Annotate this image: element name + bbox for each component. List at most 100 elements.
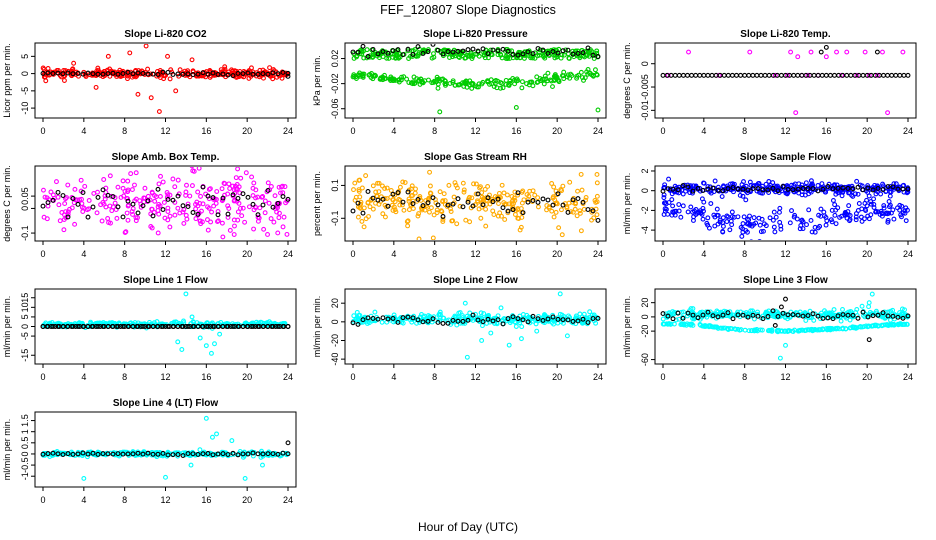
data-point	[90, 204, 96, 210]
data-point	[542, 312, 547, 318]
data-point	[665, 313, 671, 319]
data-point	[395, 190, 401, 196]
data-point	[380, 211, 386, 217]
data-point	[498, 305, 504, 311]
panel-title: Slope Li-820 Pressure	[423, 29, 528, 40]
data-point	[760, 316, 766, 322]
data-point	[251, 180, 257, 186]
data-point	[823, 215, 829, 220]
x-tick-label: 24	[283, 495, 293, 505]
data-point	[881, 72, 886, 78]
data-point	[575, 196, 581, 202]
data-point	[478, 310, 484, 316]
data-point	[778, 223, 784, 229]
data-point	[110, 70, 116, 76]
data-point	[155, 186, 161, 192]
data-point	[406, 207, 412, 213]
data-point	[777, 205, 783, 211]
data-point	[255, 194, 261, 200]
x-tick-label: 0	[40, 126, 45, 136]
data-point	[900, 315, 906, 321]
data-point	[120, 178, 126, 184]
data-point	[521, 55, 527, 61]
data-point	[495, 317, 501, 323]
data-point	[902, 208, 908, 214]
data-point	[397, 202, 403, 208]
data-point	[747, 49, 753, 55]
data-point	[874, 72, 880, 78]
data-point	[889, 72, 895, 78]
data-point	[738, 309, 744, 315]
data-point	[855, 315, 861, 321]
data-point	[285, 451, 291, 457]
plot-frame	[654, 165, 917, 242]
data-point	[468, 50, 474, 56]
data-point	[821, 209, 827, 215]
data-point	[260, 462, 265, 468]
data-point	[515, 190, 521, 196]
data-point	[587, 309, 593, 315]
data-point	[464, 354, 470, 360]
data-point	[809, 229, 815, 235]
data-point	[847, 325, 853, 331]
data-point	[469, 56, 475, 61]
data-point	[725, 310, 731, 316]
data-point	[895, 186, 901, 192]
data-point	[460, 204, 466, 210]
data-point	[469, 195, 475, 201]
data-point	[452, 82, 458, 88]
data-point	[165, 217, 171, 223]
data-point	[275, 324, 281, 329]
data-point	[79, 196, 84, 202]
data-point	[55, 189, 61, 195]
data-point	[279, 184, 284, 190]
data-point	[535, 316, 541, 322]
data-point	[564, 205, 570, 211]
x-tick-label: 16	[511, 126, 521, 136]
data-point	[465, 47, 471, 53]
x-tick-label: 16	[821, 249, 831, 259]
data-point	[428, 190, 434, 196]
data-point	[581, 206, 587, 212]
data-point	[850, 193, 856, 199]
data-point	[524, 81, 529, 87]
data-point	[470, 317, 476, 323]
data-point	[140, 203, 146, 209]
data-point	[205, 71, 211, 77]
data-point	[810, 186, 816, 191]
data-point	[189, 57, 195, 63]
panel-title: Slope Line 2 Flow	[433, 275, 518, 286]
data-point	[406, 198, 412, 204]
data-point	[120, 214, 126, 220]
data-point	[448, 209, 454, 214]
y-tick-label: 1.5	[20, 414, 30, 427]
data-point	[509, 201, 515, 207]
data-point	[420, 51, 426, 56]
data-point	[361, 55, 367, 61]
data-point	[790, 312, 796, 318]
data-point	[148, 71, 154, 77]
data-point	[839, 213, 845, 219]
data-point	[120, 451, 126, 457]
data-point	[401, 207, 407, 213]
data-point	[156, 201, 162, 207]
panel-1: Slope Li-820 CO2 Licor ppm per min. 0 4 8 12 1…	[2, 29, 297, 136]
data-point	[680, 309, 686, 315]
data-point	[499, 213, 504, 219]
data-point	[530, 313, 536, 319]
data-point	[825, 184, 831, 189]
data-point	[820, 186, 826, 192]
data-point	[105, 192, 111, 198]
data-point	[519, 85, 525, 91]
data-point	[190, 451, 196, 457]
data-point	[459, 313, 465, 319]
data-point	[45, 70, 51, 76]
data-point	[757, 222, 763, 228]
data-point	[746, 221, 751, 226]
data-point	[500, 205, 506, 211]
data-point	[105, 71, 111, 76]
data-point	[415, 213, 421, 219]
panel-2: Slope Li-820 Pressure kPa per min. 0 4 8 12 16…	[312, 29, 607, 136]
data-point	[365, 315, 371, 321]
data-point	[40, 203, 46, 209]
